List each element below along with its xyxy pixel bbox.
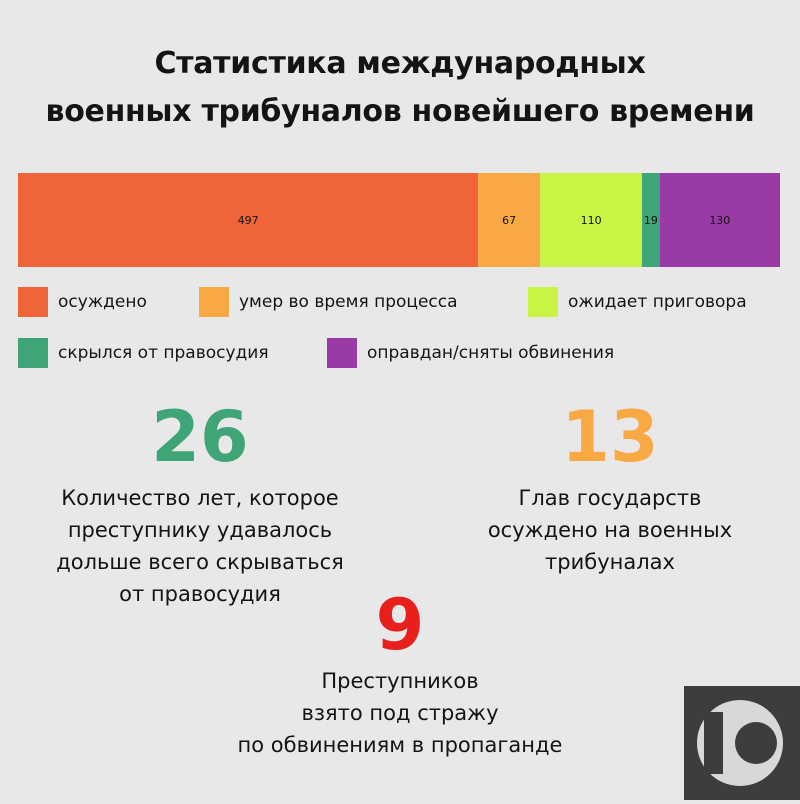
stat-text-heads: Глав государств осуждено на военных триб…	[460, 482, 760, 578]
stat-text-years-line-1: Количество лет, которое	[61, 486, 339, 510]
ten-logo-icon	[684, 686, 800, 800]
stat-number-years: 26	[151, 396, 249, 478]
stat-text-heads-line-3: трибуналах	[545, 550, 675, 574]
legend-item-0: осуждено	[18, 287, 147, 317]
page-title: Статистика международных военных трибуна…	[0, 40, 800, 136]
stat-text-propaganda-line-1: Преступников	[321, 669, 479, 693]
bar-segment-3	[642, 173, 660, 267]
bar-label-1: 67	[502, 214, 516, 227]
stat-text-propaganda-line-3: по обвинениям в пропаганде	[237, 733, 563, 757]
stat-number-propaganda: 9	[375, 584, 425, 666]
bar-label-0: 497	[238, 214, 259, 227]
stacked-bar-chart: 497 67 110 19 130	[18, 173, 780, 267]
legend-label-0: осуждено	[58, 292, 147, 312]
bar-segment-1	[478, 173, 541, 267]
legend-label-1: умер во время процесса	[239, 292, 458, 312]
legend-swatch-4	[327, 338, 357, 368]
bar-label-4: 130	[709, 214, 730, 227]
legend-swatch-2	[528, 287, 558, 317]
legend-swatch-3	[18, 338, 48, 368]
legend-item-3: скрылся от правосудия	[18, 338, 269, 368]
legend-label-3: скрылся от правосудия	[58, 343, 269, 363]
stat-text-years-line-3: дольше всего скрываться	[56, 550, 344, 574]
bar-segment-4	[659, 173, 780, 267]
legend-swatch-1	[199, 287, 229, 317]
stat-text-propaganda: Преступников взято под стражу по обвинен…	[230, 665, 570, 761]
stat-number-heads: 13	[561, 396, 659, 478]
bar-segment-2	[540, 173, 643, 267]
stat-text-heads-line-2: осуждено на военных	[487, 518, 733, 542]
stat-text-propaganda-line-2: взято под стражу	[301, 701, 499, 725]
legend-item-2: ожидает приговора	[528, 287, 747, 317]
legend-label-4: оправдан/сняты обвинения	[367, 343, 615, 363]
stat-text-years-line-4: от правосудия	[119, 582, 281, 606]
stat-text-heads-line-1: Глав государств	[518, 486, 702, 510]
bar-label-2: 110	[581, 214, 602, 227]
bar-segment-0	[18, 173, 479, 267]
legend-item-1: умер во время процесса	[199, 287, 458, 317]
legend-swatch-0	[18, 287, 48, 317]
legend-label-2: ожидает приговора	[568, 292, 747, 312]
stat-text-years: Количество лет, которое преступнику удав…	[30, 482, 370, 610]
legend-item-4: оправдан/сняты обвинения	[327, 338, 614, 368]
bar-label-3: 19	[644, 214, 658, 227]
title-line-1: Статистика международных	[154, 46, 646, 81]
stat-text-years-line-2: преступнику удавалось	[67, 518, 333, 542]
title-line-2: военных трибуналов новейшего времени	[45, 94, 755, 129]
